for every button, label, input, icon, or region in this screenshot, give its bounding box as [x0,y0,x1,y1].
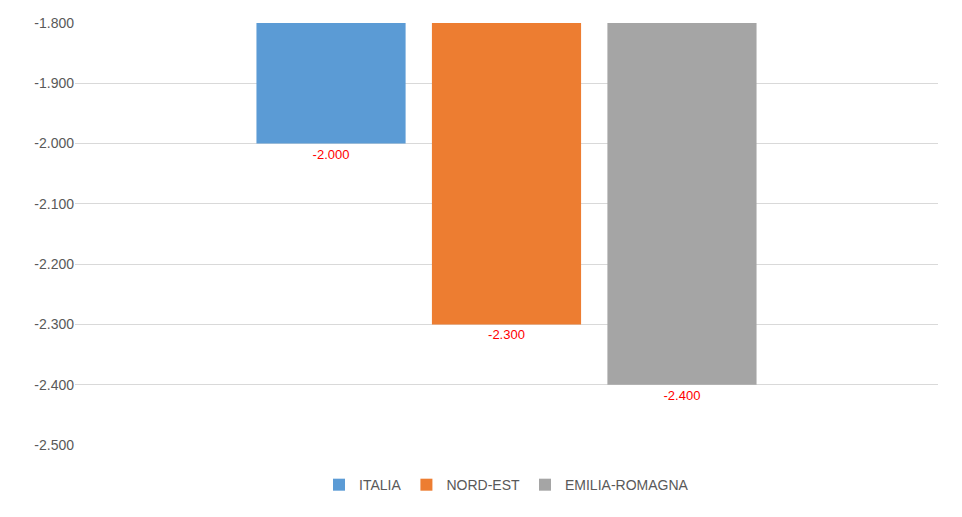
svg-text:NORD-EST: NORD-EST [446,477,520,493]
svg-text:-2.000: -2.000 [313,147,350,162]
svg-text:-2.400: -2.400 [34,377,74,393]
svg-text:-2.300: -2.300 [34,316,74,332]
svg-text:-2.400: -2.400 [664,388,701,403]
svg-text:-2.100: -2.100 [34,196,74,212]
svg-text:-2.200: -2.200 [34,256,74,272]
svg-text:-2.300: -2.300 [488,327,525,342]
svg-text:-1.800: -1.800 [34,15,74,31]
svg-text:-2.500: -2.500 [34,437,74,453]
svg-text:ITALIA: ITALIA [359,477,401,493]
svg-text:-1.900: -1.900 [34,75,74,91]
svg-text:-2.000: -2.000 [34,135,74,151]
svg-text:EMILIA-ROMAGNA: EMILIA-ROMAGNA [565,477,689,493]
